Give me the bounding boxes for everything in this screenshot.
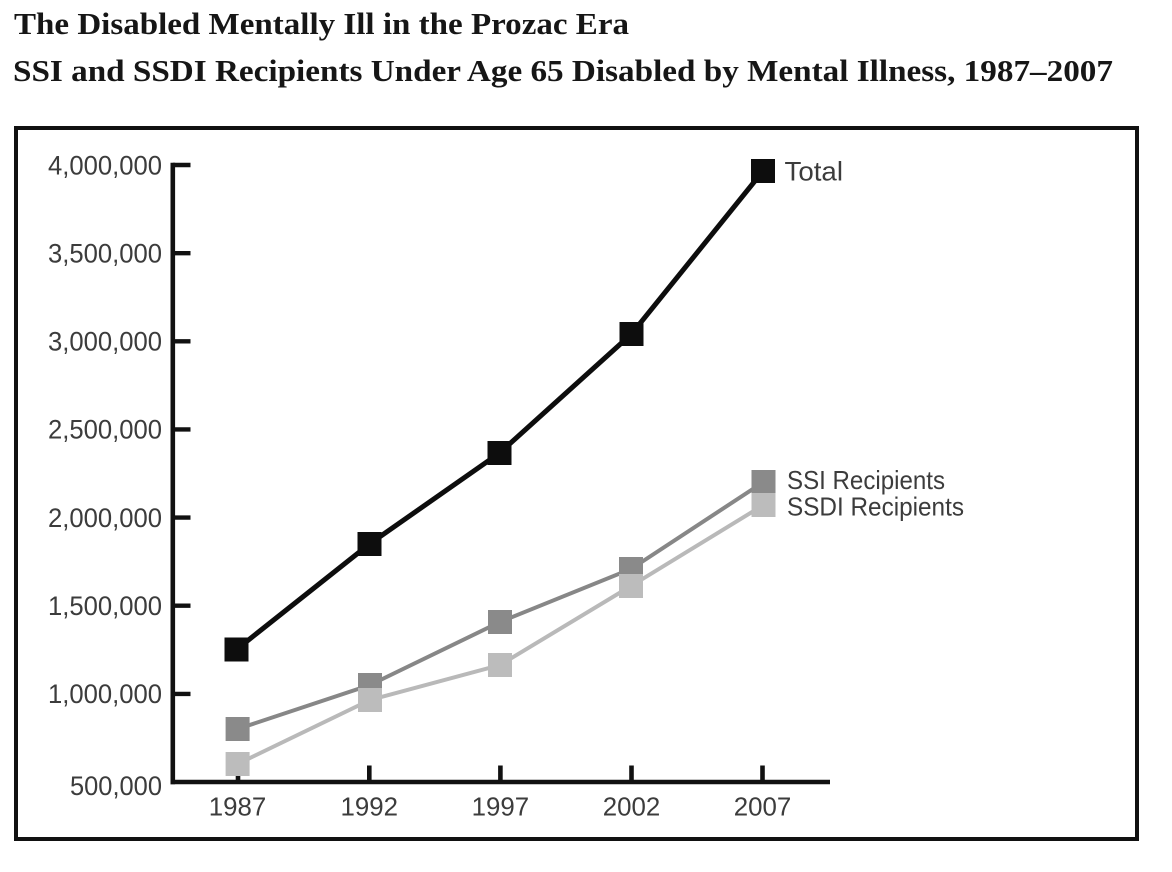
svg-text:3,000,000: 3,000,000: [48, 327, 162, 357]
svg-text:2,500,000: 2,500,000: [48, 415, 162, 445]
svg-text:1997: 1997: [472, 792, 530, 822]
svg-text:SSDI Recipients: SSDI Recipients: [787, 491, 964, 521]
svg-text:500,000: 500,000: [70, 771, 162, 801]
svg-text:SSI Recipients: SSI Recipients: [787, 465, 945, 495]
svg-text:SSI and SSDI Recipients Under: SSI and SSDI Recipients Under Age 65 Dis…: [13, 53, 1113, 88]
svg-text:Total: Total: [785, 157, 844, 187]
svg-text:2,000,000: 2,000,000: [48, 503, 162, 533]
svg-text:1,000,000: 1,000,000: [48, 679, 162, 709]
svg-text:1,500,000: 1,500,000: [48, 591, 162, 621]
svg-text:2007: 2007: [734, 792, 792, 822]
svg-text:The Disabled Mentally Ill in t: The Disabled Mentally Ill in the Prozac …: [14, 6, 630, 41]
svg-text:2002: 2002: [603, 792, 661, 822]
svg-text:3,500,000: 3,500,000: [48, 239, 162, 269]
svg-text:1992: 1992: [341, 792, 399, 822]
svg-text:1987: 1987: [209, 792, 267, 822]
svg-text:4,000,000: 4,000,000: [48, 150, 162, 180]
